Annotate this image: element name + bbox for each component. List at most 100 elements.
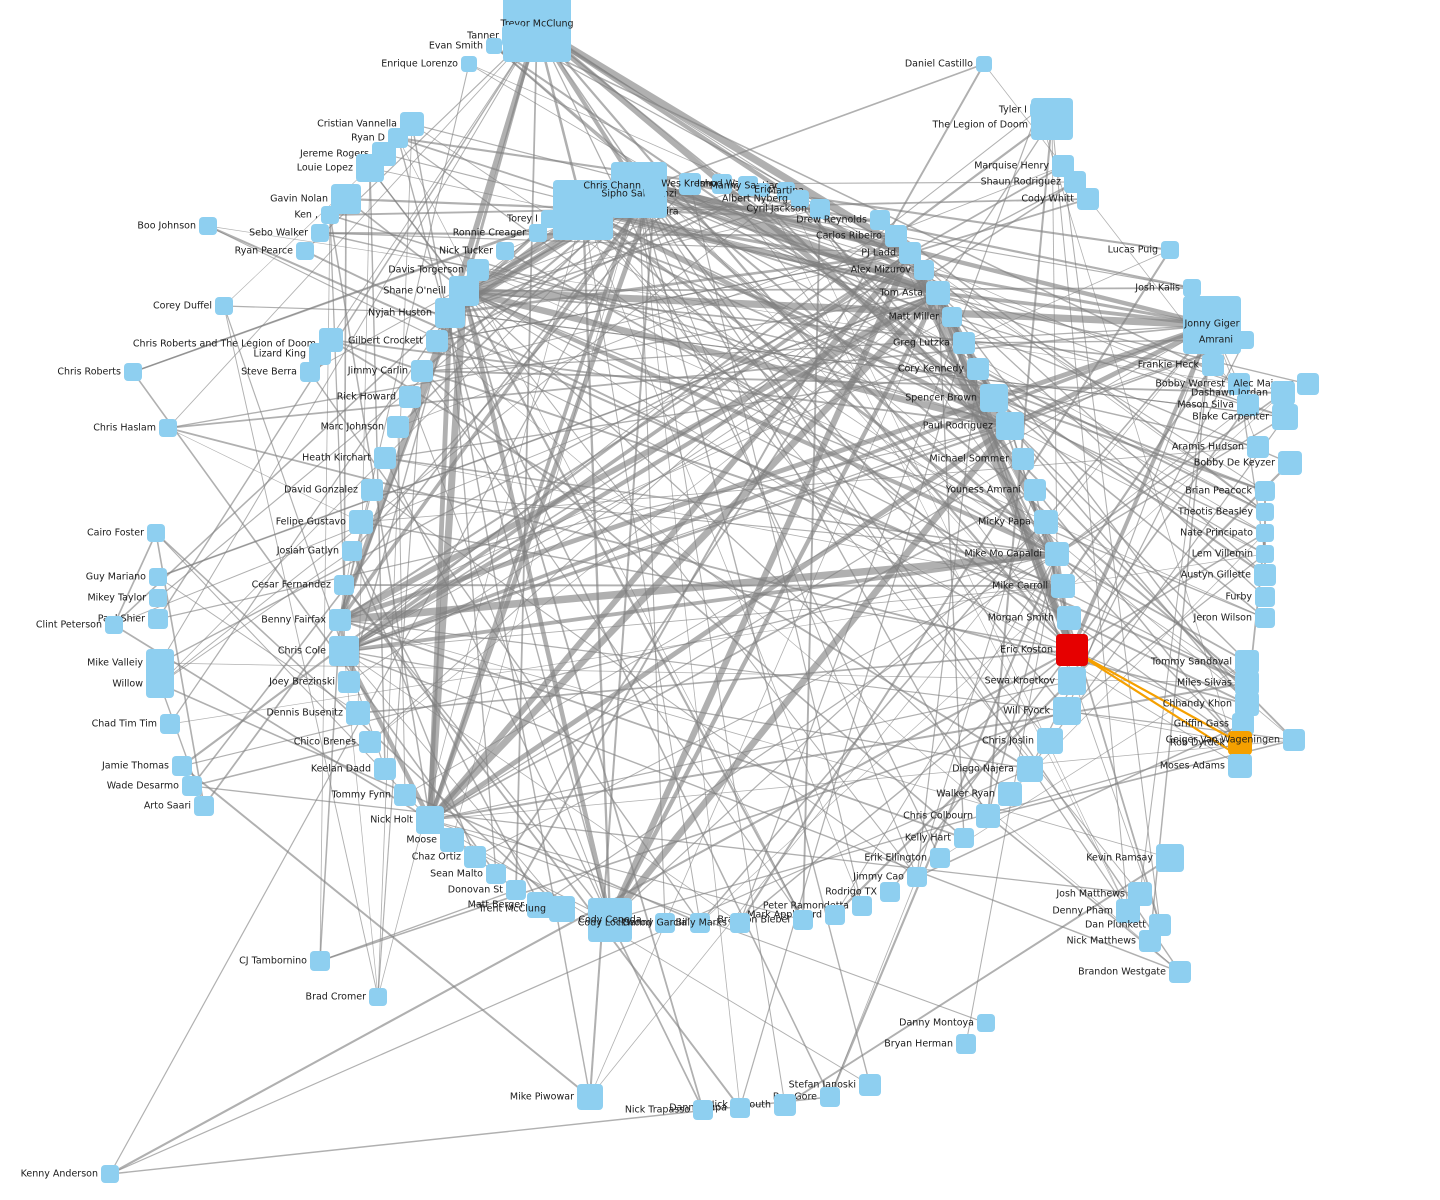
graph-node[interactable] [1235,650,1259,674]
graph-node[interactable] [1255,481,1275,501]
graph-node[interactable] [411,360,433,382]
graph-node[interactable] [172,756,192,776]
graph-node[interactable] [1030,102,1046,118]
graph-node[interactable] [942,307,962,327]
graph-node[interactable] [967,358,989,380]
graph-node[interactable] [588,898,632,942]
graph-node[interactable] [1116,899,1140,923]
graph-node[interactable] [712,174,732,194]
graph-node[interactable] [369,988,387,1006]
graph-node[interactable] [1034,510,1058,534]
graph-node[interactable] [194,796,214,816]
graph-node[interactable] [1057,606,1081,630]
graph-node[interactable] [496,242,514,260]
graph-node[interactable] [394,784,416,806]
graph-node[interactable] [182,776,202,796]
graph-node[interactable] [1228,754,1252,778]
graph-node[interactable] [309,343,331,365]
graph-node[interactable] [199,217,217,235]
graph-node[interactable] [553,180,613,240]
graph-node[interactable] [1139,930,1161,952]
graph-node[interactable] [1161,241,1179,259]
graph-node[interactable] [777,182,795,200]
graph-node[interactable] [1037,728,1063,754]
graph-node[interactable] [810,199,830,219]
graph-node[interactable] [361,479,383,501]
graph-node[interactable] [956,1034,976,1054]
graph-node[interactable] [149,589,167,607]
graph-node[interactable] [349,510,373,534]
graph-node[interactable] [690,913,710,933]
graph-node[interactable] [461,56,477,72]
graph-node[interactable] [1053,697,1081,725]
graph-node[interactable] [1169,961,1191,983]
graph-node[interactable] [1272,404,1298,430]
graph-node[interactable] [329,636,359,666]
graph-node[interactable] [1255,587,1275,607]
graph-node[interactable] [1183,296,1241,354]
graph-node[interactable] [300,362,320,382]
graph-node[interactable] [440,828,464,852]
graph-node[interactable] [124,363,142,381]
graph-node[interactable] [321,206,339,224]
graph-node[interactable] [541,210,559,228]
graph-node[interactable] [679,173,701,195]
graph-node[interactable] [1045,542,1069,566]
graph-node[interactable] [980,384,1008,412]
graph-node[interactable] [1247,436,1269,458]
graph-node[interactable] [374,447,396,469]
graph-node[interactable] [791,190,809,208]
graph-node[interactable] [1228,373,1250,395]
graph-node[interactable] [426,330,448,352]
graph-node[interactable] [147,524,165,542]
graph-node[interactable] [1297,373,1319,395]
graph-node[interactable] [738,176,758,196]
graph-node[interactable] [1077,188,1099,210]
graph-node[interactable] [1255,608,1275,628]
graph-node[interactable] [374,758,396,780]
graph-node[interactable] [976,804,1000,828]
graph-node[interactable] [549,896,575,922]
graph-node[interactable] [1058,667,1086,695]
graph-node[interactable] [1051,574,1075,598]
graph-node[interactable] [998,782,1022,806]
graph-node[interactable] [529,224,547,242]
graph-node[interactable] [885,225,907,247]
graph-node[interactable] [435,298,465,328]
graph-node[interactable] [506,880,526,900]
graph-node[interactable] [399,386,421,408]
graph-node[interactable] [1017,756,1043,782]
graph-node[interactable] [467,259,489,281]
graph-node[interactable] [502,25,524,47]
graph-node[interactable] [149,568,167,586]
graph-node[interactable] [774,1094,796,1116]
graph-node[interactable] [1012,448,1034,470]
graph-node[interactable] [1056,634,1088,666]
graph-node[interactable] [1283,729,1305,751]
graph-node[interactable] [655,913,675,933]
graph-node[interactable] [870,210,890,230]
graph-node[interactable] [1202,354,1224,376]
graph-node[interactable] [148,609,168,629]
graph-node[interactable] [387,416,409,438]
graph-node[interactable] [793,910,813,930]
graph-node[interactable] [338,671,360,693]
graph-node[interactable] [644,175,666,197]
graph-node[interactable] [1064,171,1086,193]
graph-node[interactable] [359,731,381,753]
graph-node[interactable] [996,412,1024,440]
graph-node[interactable] [486,38,502,54]
graph-node[interactable] [310,951,330,971]
graph-node[interactable] [215,297,233,315]
graph-node[interactable] [311,224,329,242]
graph-node[interactable] [346,701,370,725]
graph-node[interactable] [1235,671,1259,695]
graph-node[interactable] [486,864,506,884]
graph-node[interactable] [1237,394,1259,416]
graph-node[interactable] [101,1165,119,1183]
graph-node[interactable] [907,867,927,887]
graph-node[interactable] [296,242,314,260]
graph-node[interactable] [1183,279,1201,297]
graph-node[interactable] [730,1098,750,1118]
graph-node[interactable] [1236,331,1254,349]
